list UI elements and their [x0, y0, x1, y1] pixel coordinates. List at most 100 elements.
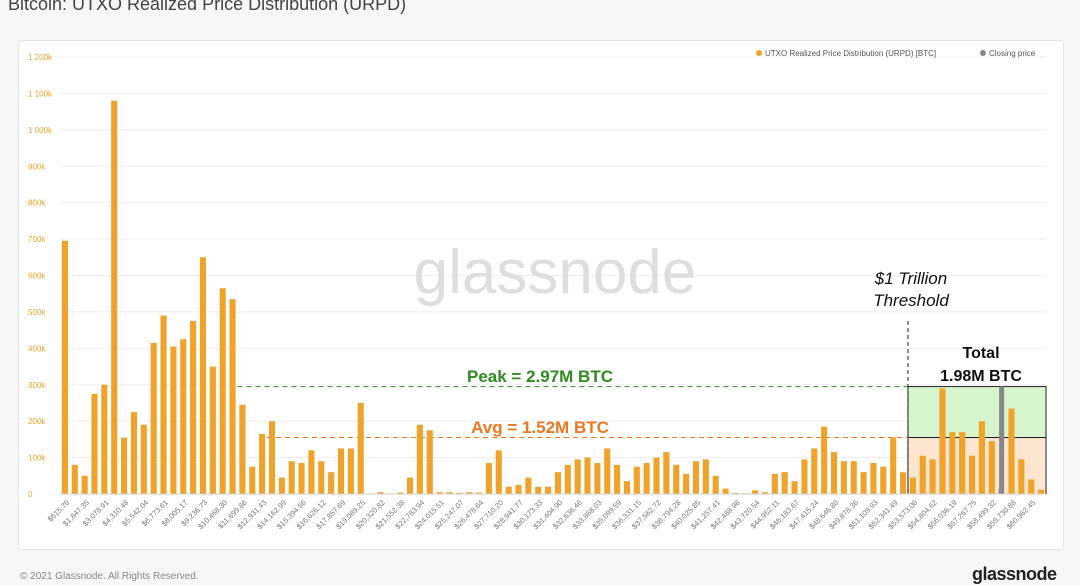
data-bar — [535, 486, 542, 494]
data-bar — [515, 484, 522, 494]
data-bar — [722, 488, 729, 494]
data-bar — [623, 481, 631, 494]
watermark-text: glassnode — [414, 238, 697, 307]
data-bar — [732, 492, 739, 494]
data-bar — [308, 450, 315, 494]
data-bar — [1028, 479, 1035, 494]
data-bar — [278, 477, 285, 494]
data-bar — [446, 492, 453, 494]
y-tick-label: 700k — [28, 235, 46, 244]
avg-label: Avg = 1.52M BTC — [471, 418, 609, 437]
data-bar — [337, 448, 345, 494]
data-bar — [199, 257, 207, 494]
data-bar — [781, 472, 788, 494]
data-bar — [554, 472, 561, 494]
y-tick-label: 1 000k — [28, 126, 53, 135]
data-bar — [604, 448, 611, 494]
data-bar — [298, 463, 305, 494]
y-tick-label: 1 200k — [28, 53, 53, 62]
legend-swatch — [756, 50, 762, 56]
data-bar — [909, 477, 916, 494]
data-bar — [475, 492, 483, 494]
data-bar — [1038, 489, 1045, 494]
y-tick-label: 1 100k — [28, 89, 53, 98]
data-bar — [140, 424, 147, 494]
data-bar — [564, 464, 571, 494]
data-bar — [663, 452, 670, 494]
y-tick-label: 400k — [28, 344, 46, 353]
data-bar — [259, 433, 266, 494]
peak-label: Peak = 2.97M BTC — [467, 367, 613, 386]
data-bar — [633, 466, 640, 494]
data-bar — [495, 450, 502, 494]
data-bar — [949, 432, 956, 494]
data-bar — [978, 421, 985, 494]
data-bar — [426, 430, 433, 494]
data-bar — [850, 461, 857, 494]
data-bar — [357, 402, 364, 494]
data-bar — [406, 477, 414, 494]
total-label-line1: Total — [962, 345, 999, 362]
data-bar — [288, 461, 295, 494]
data-bar — [929, 459, 936, 494]
data-bar — [771, 473, 778, 494]
data-bar — [150, 342, 157, 494]
copyright-text: © 2021 Glassnode. All Rights Reserved. — [20, 571, 199, 582]
data-bar — [643, 463, 650, 494]
brand-logo: glassnode — [972, 564, 1057, 584]
legend-swatch — [980, 50, 986, 56]
data-bar — [988, 441, 995, 494]
data-bar — [416, 424, 423, 494]
data-bar — [761, 492, 769, 494]
data-bar — [525, 477, 532, 494]
urpd-bar-chart: 0 100k 200k 300k 400k 500k 600k 700k 800k 900k 1 0… — [28, 49, 1047, 531]
data-bar — [673, 464, 680, 494]
data-bar — [130, 412, 138, 494]
data-bar — [545, 486, 552, 494]
data-bar — [1018, 459, 1025, 494]
data-bar — [752, 490, 759, 494]
data-bar — [466, 492, 473, 494]
total-region-lower — [907, 437, 1047, 495]
legend-label: Closing price — [989, 49, 1036, 58]
data-bar — [791, 481, 798, 494]
data-bar — [801, 459, 808, 494]
data-bar — [702, 459, 709, 494]
data-bar — [959, 432, 966, 494]
data-bar — [219, 288, 226, 494]
data-bar — [1008, 408, 1015, 494]
data-bar — [268, 421, 276, 494]
data-bar — [81, 475, 88, 494]
page-title: Bitcoin: UTXO Realized Price Distributio… — [8, 0, 407, 14]
data-bar — [229, 299, 236, 494]
data-bar — [653, 457, 660, 494]
data-bar — [61, 240, 68, 494]
data-bar — [614, 464, 621, 494]
data-bar — [712, 475, 719, 494]
data-bar — [71, 464, 78, 494]
y-tick-label: 300k — [28, 381, 46, 390]
threshold-label-line1: $1 Trillion — [874, 269, 947, 288]
total-region-upper — [907, 386, 1047, 439]
data-bar — [239, 404, 246, 494]
data-bar — [860, 472, 867, 494]
total-label-line2: 1.98M BTC — [940, 368, 1022, 385]
y-tick-label: 800k — [28, 199, 46, 208]
data-bar — [377, 492, 384, 494]
data-bar — [91, 393, 98, 494]
data-bar — [919, 455, 926, 494]
data-bar — [692, 461, 700, 494]
data-bar — [436, 492, 443, 494]
data-bar — [249, 466, 256, 494]
data-bar — [397, 492, 404, 494]
data-bar — [880, 466, 887, 494]
y-tick-label: 500k — [28, 308, 46, 317]
data-bar — [101, 384, 108, 494]
data-bar — [456, 492, 463, 494]
data-bar — [821, 426, 828, 494]
data-bar — [180, 339, 187, 494]
y-tick-label: 0 — [28, 490, 33, 499]
threshold-label-line2: Threshold — [873, 291, 949, 310]
data-bar — [890, 437, 897, 494]
data-bar — [318, 461, 325, 494]
